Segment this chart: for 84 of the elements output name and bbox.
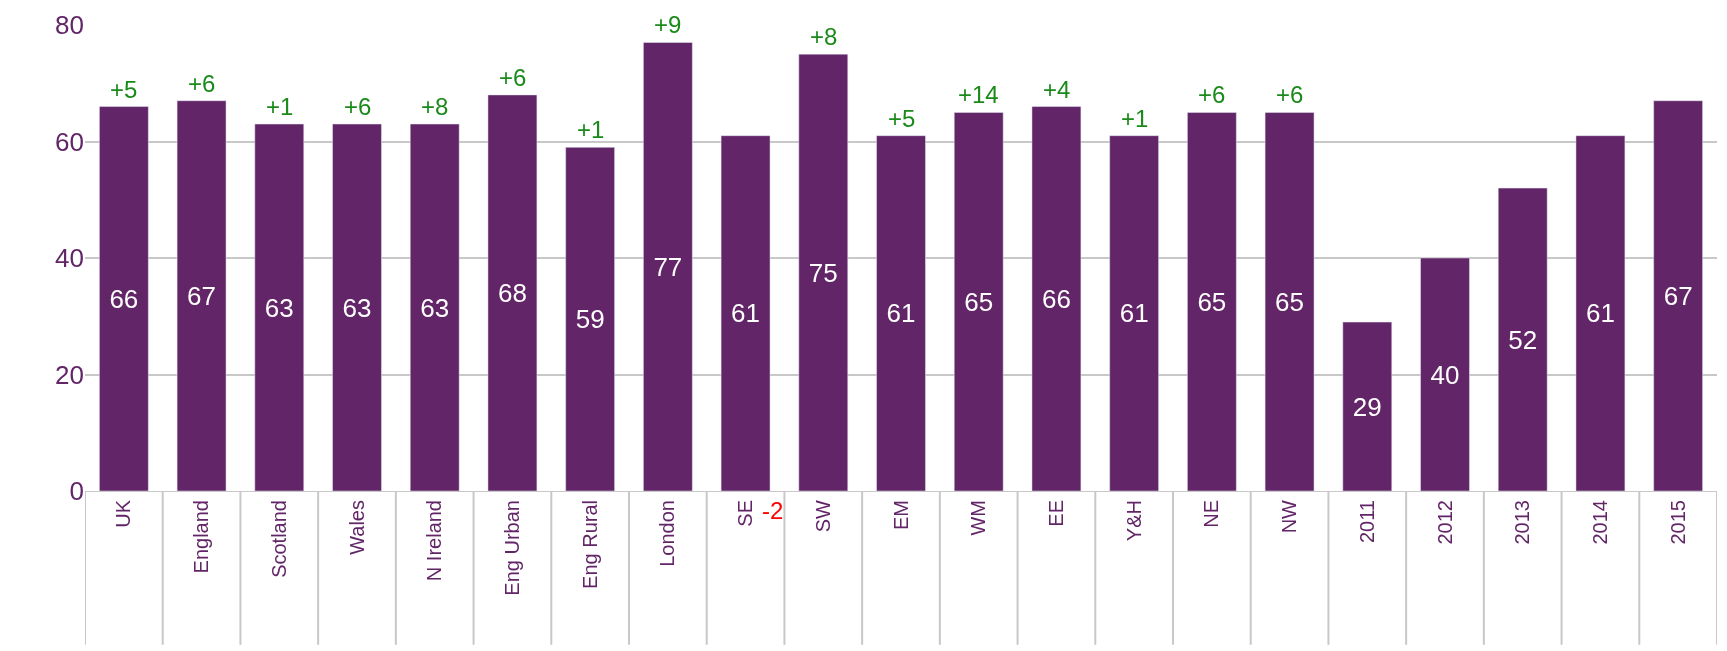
x-tick-label: 2013 — [1511, 500, 1534, 545]
bar — [487, 94, 538, 491]
annotation: +6 — [344, 93, 372, 120]
annotation: +1 — [266, 93, 294, 120]
x-tick-label: NE — [1200, 500, 1223, 528]
x-tick-label: SW — [811, 499, 834, 533]
bar — [176, 100, 227, 491]
annotation: +6 — [1276, 81, 1304, 108]
data-label: 63 — [342, 292, 372, 323]
annotation: +1 — [1121, 105, 1149, 132]
x-tick-label: Eng Rural — [578, 500, 601, 589]
x-tick-label: Wales — [345, 500, 368, 555]
x-tick-label: England — [190, 500, 213, 574]
x-tick-label: SE — [734, 500, 757, 527]
data-label: 61 — [731, 298, 761, 329]
data-label: 52 — [1508, 324, 1538, 355]
data-label: 67 — [187, 280, 217, 311]
y-tick-label: 0 — [69, 476, 84, 507]
x-tick-label: N Ireland — [423, 500, 446, 582]
x-tick-label: 2012 — [1433, 500, 1456, 545]
bar — [798, 53, 849, 491]
bar — [1653, 100, 1703, 491]
annotation: +8 — [810, 23, 838, 50]
y-tick-label: 80 — [55, 10, 84, 41]
y-tick-label: 20 — [55, 359, 84, 390]
annotation: +6 — [1198, 81, 1226, 108]
annotation: +1 — [577, 116, 605, 143]
x-tick-label: 2014 — [1588, 500, 1611, 545]
bar — [1342, 321, 1393, 491]
data-label: 66 — [1041, 283, 1071, 314]
data-label: 65 — [1197, 286, 1227, 317]
y-tick-label: 40 — [55, 243, 84, 274]
bar — [99, 106, 149, 491]
bar — [332, 123, 382, 491]
x-tick-label: WM — [967, 500, 990, 536]
bar — [1031, 106, 1082, 491]
data-label: 40 — [1430, 359, 1460, 390]
data-label: 29 — [1352, 391, 1382, 422]
annotation: +9 — [654, 11, 682, 38]
data-label: 61 — [886, 298, 916, 329]
data-label: 75 — [808, 257, 838, 288]
data-label: 63 — [264, 292, 294, 323]
annotation: +14 — [958, 81, 999, 108]
data-label: 65 — [964, 286, 994, 317]
bar — [1109, 135, 1159, 491]
x-tick-label: Eng Urban — [500, 500, 523, 596]
y-tick-label: 60 — [55, 126, 84, 157]
annotation: -2 — [762, 497, 784, 524]
data-label: 63 — [420, 292, 450, 323]
x-tick-label: 2011 — [1355, 500, 1378, 544]
data-label: 68 — [497, 277, 527, 308]
data-label: 67 — [1663, 280, 1693, 311]
bar — [409, 123, 460, 491]
data-label: 61 — [1119, 298, 1149, 329]
bar — [1264, 112, 1315, 491]
bar — [1420, 257, 1470, 491]
x-tick-label: Scotland — [267, 500, 290, 578]
annotation: +5 — [888, 105, 916, 132]
data-label: 59 — [575, 304, 605, 335]
data-label: 61 — [1585, 298, 1615, 329]
data-label: 77 — [653, 251, 683, 282]
data-label: 66 — [109, 283, 139, 314]
annotation: +8 — [421, 93, 449, 120]
bar — [254, 123, 305, 491]
bar — [953, 112, 1004, 491]
x-tick-label: NW — [1278, 499, 1301, 534]
x-tick-label: UK — [112, 499, 135, 528]
bar — [1575, 135, 1626, 491]
annotation: +6 — [499, 64, 527, 91]
x-tick-label: Y&H — [1122, 500, 1145, 542]
annotation: +6 — [188, 70, 216, 97]
x-tick-label: 2015 — [1666, 500, 1689, 545]
bar — [720, 135, 771, 491]
bar — [643, 42, 693, 491]
data-label: 65 — [1275, 286, 1305, 317]
annotation: +4 — [1043, 76, 1071, 103]
x-tick-label: EE — [1044, 500, 1067, 527]
bar — [1187, 112, 1237, 491]
x-tick-label: EM — [889, 500, 912, 530]
bar — [876, 135, 926, 491]
bar — [1497, 187, 1548, 491]
bar — [565, 147, 615, 491]
annotation: +5 — [110, 76, 138, 103]
x-tick-label: London — [656, 500, 679, 567]
